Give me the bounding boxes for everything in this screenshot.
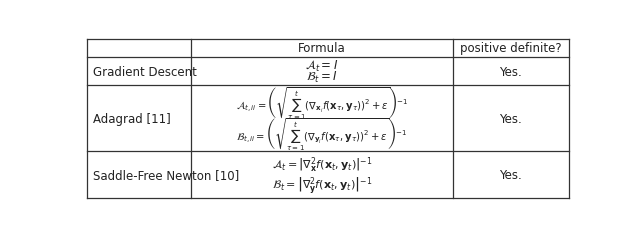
Text: Gradient Descent: Gradient Descent <box>93 65 197 78</box>
Text: $\mathcal{A}_t = I$: $\mathcal{A}_t = I$ <box>305 58 339 73</box>
Text: $\mathcal{B}_t = \left|\nabla^2_{\mathbf{y}} f(\mathbf{x}_t, \mathbf{y}_t)\right: $\mathcal{B}_t = \left|\nabla^2_{\mathbf… <box>272 175 372 196</box>
Text: Yes.: Yes. <box>499 169 522 182</box>
Text: Yes.: Yes. <box>499 112 522 125</box>
Text: Adagrad [11]: Adagrad [11] <box>93 112 171 125</box>
Text: $\mathcal{B}_{t,ii} = \left(\sqrt{\sum_{\tau=1}^{t}(\nabla_{\mathbf{y}_i} f(\mat: $\mathcal{B}_{t,ii} = \left(\sqrt{\sum_{… <box>236 116 408 152</box>
Text: Saddle-Free Newton [10]: Saddle-Free Newton [10] <box>93 169 239 182</box>
Text: $\mathcal{B}_t = I$: $\mathcal{B}_t = I$ <box>306 70 338 85</box>
Text: positive definite?: positive definite? <box>460 42 562 55</box>
Text: Formula: Formula <box>298 42 346 55</box>
Text: Yes.: Yes. <box>499 65 522 78</box>
Text: $\mathcal{A}_{t,ii} = \left(\sqrt{\sum_{\tau=1}^{t}(\nabla_{\mathbf{x}_i} f(\mat: $\mathcal{A}_{t,ii} = \left(\sqrt{\sum_{… <box>236 85 408 122</box>
Text: $\mathcal{A}_t = \left|\nabla^2_{\mathbf{x}} f(\mathbf{x}_t, \mathbf{y}_t)\right: $\mathcal{A}_t = \left|\nabla^2_{\mathbf… <box>271 155 372 174</box>
